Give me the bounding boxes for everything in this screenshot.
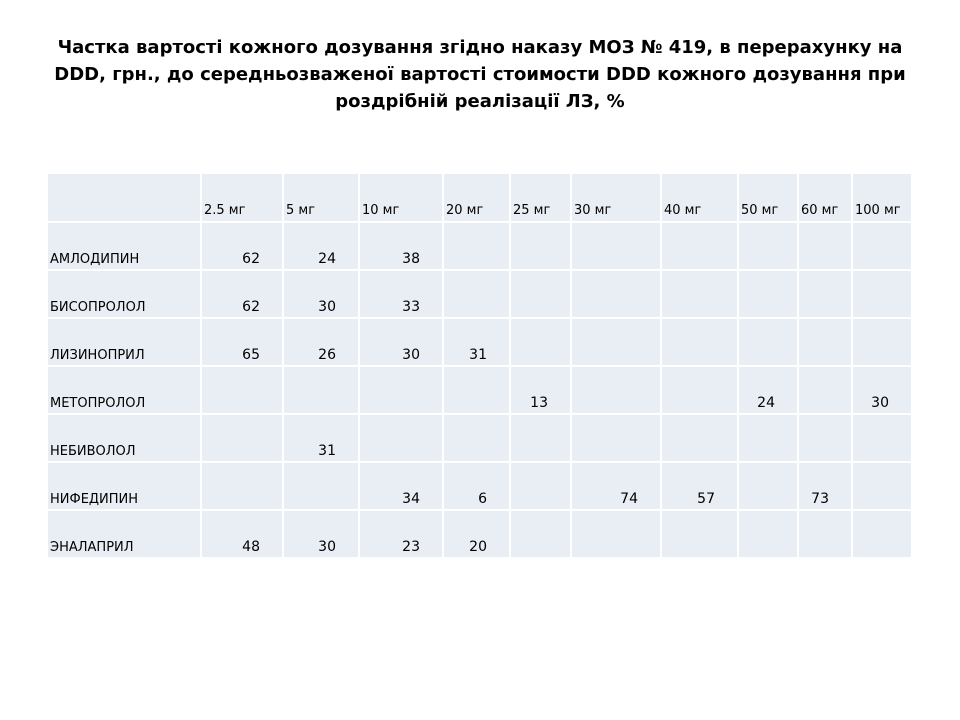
value-cell (797, 413, 853, 463)
value-cell: 30 (282, 269, 360, 319)
value-cell (509, 317, 572, 367)
value-cell (660, 221, 739, 271)
column-header: 100 мг (851, 172, 913, 223)
drug-name-cell: ЭНАЛАПРИЛ (46, 509, 202, 559)
value-cell (200, 461, 284, 511)
value-cell: 24 (282, 221, 360, 271)
column-header: 2.5 мг (200, 172, 284, 223)
value-cell (570, 413, 662, 463)
value-cell: 48 (200, 509, 284, 559)
drug-name-cell: НИФЕДИПИН (46, 461, 202, 511)
value-cell: 24 (737, 365, 799, 415)
column-header: 25 мг (509, 172, 572, 223)
value-cell (851, 461, 913, 511)
value-cell (358, 413, 444, 463)
value-cell (737, 221, 799, 271)
value-cell: 6 (442, 461, 511, 511)
value-cell (851, 317, 913, 367)
table-row: ЛИЗИНОПРИЛ 65 26 30 31 (46, 317, 913, 367)
column-header: 60 мг (797, 172, 853, 223)
value-cell (851, 269, 913, 319)
value-cell (851, 509, 913, 559)
value-cell (442, 221, 511, 271)
value-cell: 33 (358, 269, 444, 319)
value-cell: 20 (442, 509, 511, 559)
value-cell: 62 (200, 221, 284, 271)
value-cell: 34 (358, 461, 444, 511)
value-cell (442, 365, 511, 415)
value-cell (851, 413, 913, 463)
value-cell: 26 (282, 317, 360, 367)
drug-name-cell: БИСОПРОЛОЛ (46, 269, 202, 319)
column-header: 20 мг (442, 172, 511, 223)
value-cell (660, 269, 739, 319)
value-cell: 31 (442, 317, 511, 367)
drug-name-cell: НЕБИВОЛОЛ (46, 413, 202, 463)
value-cell (570, 365, 662, 415)
value-cell (509, 509, 572, 559)
table-corner-cell (46, 172, 202, 223)
value-cell (797, 365, 853, 415)
dosage-cost-table: 2.5 мг 5 мг 10 мг 20 мг 25 мг 30 мг 40 м… (46, 172, 913, 559)
value-cell (509, 221, 572, 271)
table-row: НЕБИВОЛОЛ 31 (46, 413, 913, 463)
value-cell (509, 269, 572, 319)
value-cell: 65 (200, 317, 284, 367)
value-cell (358, 365, 444, 415)
value-cell (282, 461, 360, 511)
value-cell (797, 317, 853, 367)
value-cell: 31 (282, 413, 360, 463)
value-cell (509, 461, 572, 511)
column-header: 10 мг (358, 172, 444, 223)
value-cell: 74 (570, 461, 662, 511)
table-row: ЭНАЛАПРИЛ 48 30 23 20 (46, 509, 913, 559)
table-row: БИСОПРОЛОЛ 62 30 33 (46, 269, 913, 319)
value-cell (851, 221, 913, 271)
value-cell (660, 317, 739, 367)
value-cell (737, 509, 799, 559)
value-cell: 13 (509, 365, 572, 415)
drug-name-cell: ЛИЗИНОПРИЛ (46, 317, 202, 367)
column-header: 5 мг (282, 172, 360, 223)
value-cell: 30 (851, 365, 913, 415)
value-cell: 30 (282, 509, 360, 559)
value-cell (660, 509, 739, 559)
value-cell (570, 269, 662, 319)
value-cell (797, 269, 853, 319)
column-header: 40 мг (660, 172, 739, 223)
column-header: 30 мг (570, 172, 662, 223)
value-cell (509, 413, 572, 463)
value-cell (797, 221, 853, 271)
table-row: НИФЕДИПИН 34 6 74 57 73 (46, 461, 913, 511)
value-cell (737, 317, 799, 367)
value-cell (660, 413, 739, 463)
value-cell (660, 365, 739, 415)
value-cell: 38 (358, 221, 444, 271)
value-cell (737, 269, 799, 319)
drug-name-cell: АМЛОДИПИН (46, 221, 202, 271)
value-cell: 30 (358, 317, 444, 367)
value-cell (570, 317, 662, 367)
column-header: 50 мг (737, 172, 799, 223)
slide-title: Частка вартості кожного дозування згідно… (54, 37, 906, 112)
value-cell: 73 (797, 461, 853, 511)
value-cell (737, 413, 799, 463)
value-cell (282, 365, 360, 415)
value-cell (570, 221, 662, 271)
value-cell (737, 461, 799, 511)
value-cell (797, 509, 853, 559)
value-cell (200, 413, 284, 463)
value-cell (570, 509, 662, 559)
value-cell: 62 (200, 269, 284, 319)
value-cell (442, 269, 511, 319)
table-row: АМЛОДИПИН 62 24 38 (46, 221, 913, 271)
value-cell (442, 413, 511, 463)
value-cell: 57 (660, 461, 739, 511)
value-cell: 23 (358, 509, 444, 559)
value-cell (200, 365, 284, 415)
drug-name-cell: МЕТОПРОЛОЛ (46, 365, 202, 415)
table-header-row: 2.5 мг 5 мг 10 мг 20 мг 25 мг 30 мг 40 м… (46, 172, 913, 223)
table-row: МЕТОПРОЛОЛ 13 24 30 (46, 365, 913, 415)
